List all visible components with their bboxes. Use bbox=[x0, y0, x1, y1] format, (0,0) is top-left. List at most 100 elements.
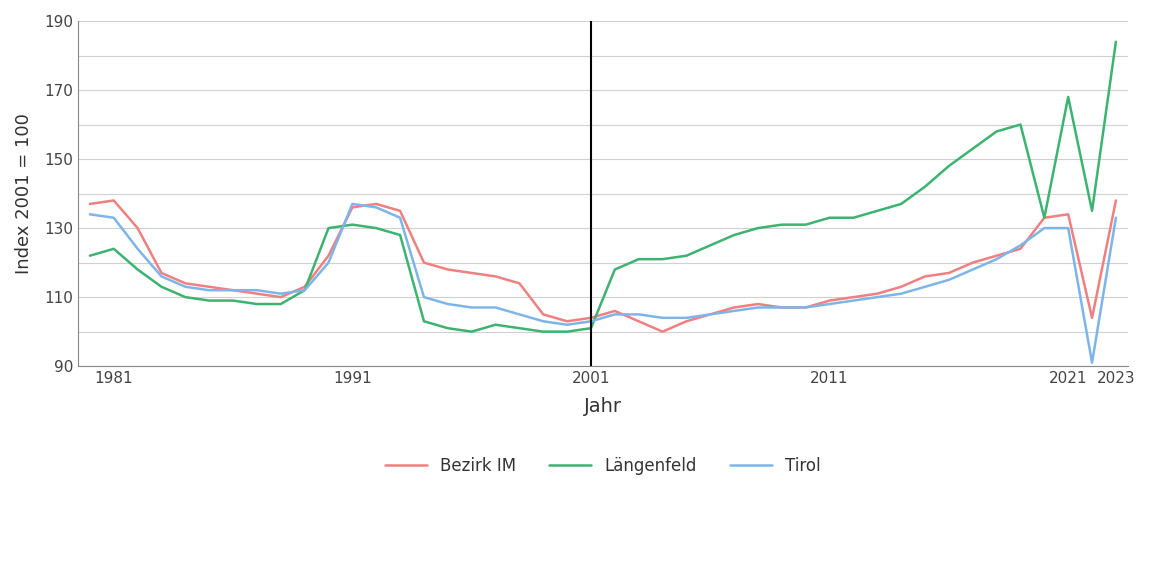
Tirol bbox=[608, 311, 622, 318]
Längenfeld bbox=[179, 294, 192, 301]
Tirol bbox=[203, 287, 217, 294]
Bezirk IM bbox=[370, 200, 384, 207]
Bezirk IM bbox=[179, 280, 192, 287]
Tirol bbox=[537, 318, 551, 325]
Tirol bbox=[83, 211, 97, 218]
Bezirk IM bbox=[441, 266, 455, 273]
Bezirk IM bbox=[537, 311, 551, 318]
Längenfeld bbox=[130, 266, 144, 273]
Tirol bbox=[965, 266, 979, 273]
Längenfeld bbox=[1061, 93, 1075, 100]
Längenfeld bbox=[1014, 121, 1028, 128]
Bezirk IM bbox=[1038, 214, 1052, 221]
Längenfeld bbox=[441, 325, 455, 332]
Bezirk IM bbox=[751, 301, 765, 308]
Tirol bbox=[894, 290, 908, 297]
Tirol bbox=[393, 214, 407, 221]
Bezirk IM bbox=[990, 252, 1003, 259]
Längenfeld bbox=[655, 256, 669, 263]
Bezirk IM bbox=[608, 308, 622, 314]
Längenfeld bbox=[847, 214, 861, 221]
Längenfeld bbox=[871, 207, 885, 214]
Bezirk IM bbox=[655, 328, 669, 335]
Tirol bbox=[346, 200, 359, 207]
Tirol bbox=[847, 297, 861, 304]
Bezirk IM bbox=[680, 318, 694, 325]
Längenfeld bbox=[393, 232, 407, 238]
Tirol bbox=[321, 259, 335, 266]
Längenfeld bbox=[107, 245, 121, 252]
Bezirk IM bbox=[203, 283, 217, 290]
Bezirk IM bbox=[584, 314, 598, 321]
Bezirk IM bbox=[274, 294, 288, 301]
Bezirk IM bbox=[942, 270, 956, 276]
Bezirk IM bbox=[83, 200, 97, 207]
Tirol bbox=[584, 318, 598, 325]
Bezirk IM bbox=[965, 259, 979, 266]
Längenfeld bbox=[965, 145, 979, 152]
Bezirk IM bbox=[297, 283, 311, 290]
Tirol bbox=[631, 311, 645, 318]
Längenfeld bbox=[680, 252, 694, 259]
Tirol bbox=[727, 308, 741, 314]
Bezirk IM bbox=[154, 270, 168, 276]
Bezirk IM bbox=[631, 318, 645, 325]
Längenfeld bbox=[727, 232, 741, 238]
Tirol bbox=[226, 287, 240, 294]
Y-axis label: Index 2001 = 100: Index 2001 = 100 bbox=[15, 113, 33, 274]
Tirol bbox=[1014, 242, 1028, 249]
Tirol bbox=[1109, 214, 1123, 221]
Längenfeld bbox=[1038, 214, 1052, 221]
Tirol bbox=[250, 287, 264, 294]
Längenfeld bbox=[417, 318, 431, 325]
Line: Längenfeld: Längenfeld bbox=[90, 41, 1116, 332]
Bezirk IM bbox=[226, 287, 240, 294]
Bezirk IM bbox=[847, 294, 861, 301]
Tirol bbox=[990, 256, 1003, 263]
Tirol bbox=[370, 204, 384, 211]
Längenfeld bbox=[631, 256, 645, 263]
Bezirk IM bbox=[560, 318, 574, 325]
Bezirk IM bbox=[704, 311, 718, 318]
Längenfeld bbox=[560, 328, 574, 335]
Tirol bbox=[775, 304, 789, 311]
Legend: Bezirk IM, Längenfeld, Tirol: Bezirk IM, Längenfeld, Tirol bbox=[378, 450, 827, 482]
Längenfeld bbox=[798, 221, 812, 228]
Längenfeld bbox=[250, 301, 264, 308]
Längenfeld bbox=[1109, 38, 1123, 45]
Längenfeld bbox=[203, 297, 217, 304]
Tirol bbox=[130, 245, 144, 252]
Längenfeld bbox=[894, 200, 908, 207]
Bezirk IM bbox=[393, 207, 407, 214]
Tirol bbox=[1061, 225, 1075, 232]
Längenfeld bbox=[608, 266, 622, 273]
Längenfeld bbox=[297, 287, 311, 294]
Bezirk IM bbox=[488, 273, 502, 280]
Tirol bbox=[1085, 359, 1099, 366]
Line: Bezirk IM: Bezirk IM bbox=[90, 200, 1116, 332]
Tirol bbox=[655, 314, 669, 321]
Tirol bbox=[179, 283, 192, 290]
Längenfeld bbox=[370, 225, 384, 232]
Tirol bbox=[560, 321, 574, 328]
Bezirk IM bbox=[1109, 197, 1123, 204]
Bezirk IM bbox=[871, 290, 885, 297]
Line: Tirol: Tirol bbox=[90, 204, 1116, 363]
Längenfeld bbox=[226, 297, 240, 304]
Tirol bbox=[513, 311, 526, 318]
Längenfeld bbox=[83, 252, 97, 259]
Längenfeld bbox=[1085, 207, 1099, 214]
Bezirk IM bbox=[130, 225, 144, 232]
Bezirk IM bbox=[775, 304, 789, 311]
Längenfeld bbox=[918, 183, 932, 190]
Bezirk IM bbox=[1085, 314, 1099, 321]
Bezirk IM bbox=[727, 304, 741, 311]
Tirol bbox=[871, 294, 885, 301]
Tirol bbox=[1038, 225, 1052, 232]
Bezirk IM bbox=[798, 304, 812, 311]
Bezirk IM bbox=[417, 259, 431, 266]
Längenfeld bbox=[537, 328, 551, 335]
Bezirk IM bbox=[1014, 245, 1028, 252]
Längenfeld bbox=[584, 325, 598, 332]
Tirol bbox=[751, 304, 765, 311]
